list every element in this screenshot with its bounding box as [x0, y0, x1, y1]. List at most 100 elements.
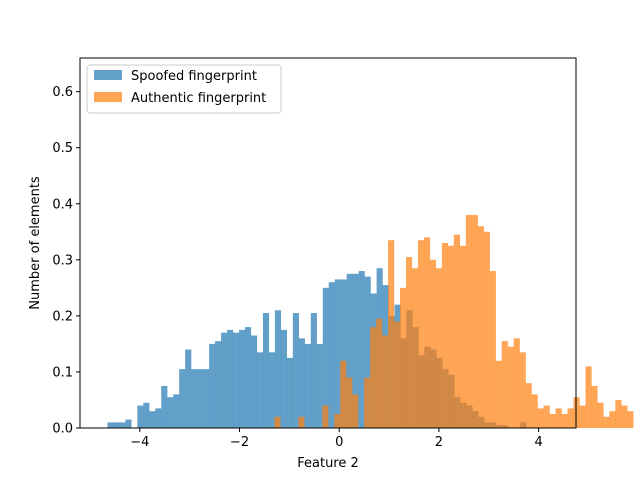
histogram-bar-spoofed [274, 310, 282, 428]
x-tick-label: 0 [335, 435, 343, 450]
histogram-bar-spoofed [280, 329, 288, 428]
histogram-bar-authentic [340, 360, 347, 428]
histogram-bar-spoofed [328, 282, 335, 428]
histogram-bar-authentic [364, 377, 371, 428]
histogram-bar-authentic [406, 257, 413, 428]
histogram-bar-spoofed [119, 422, 126, 428]
histogram-bar-authentic [537, 408, 544, 428]
histogram-bar-authentic [388, 240, 395, 428]
histogram-bar-authentic [519, 352, 526, 428]
histogram-bar-authentic [346, 377, 353, 428]
histogram-bar-authentic [477, 226, 484, 428]
y-axis-ticks: 0.0 0.1 0.2 0.3 0.4 0.5 0.6 [52, 85, 80, 437]
histogram-bar-spoofed [125, 419, 132, 428]
histogram-bar-authentic [621, 405, 628, 428]
histogram-bar-authentic [483, 231, 490, 428]
histogram-bar-spoofed [161, 385, 168, 428]
histogram-bar-spoofed [155, 408, 162, 428]
histogram-bar-spoofed [185, 349, 192, 428]
histogram-bar-authentic [417, 240, 425, 428]
histogram-bar-authentic [585, 366, 592, 428]
histogram-bar-authentic [465, 214, 472, 428]
histogram-bar-spoofed [137, 405, 144, 428]
legend-label-authentic: Authentic fingerprint [131, 91, 266, 106]
histogram-bar-authentic [507, 346, 514, 428]
legend-label-spoofed: Spoofed fingerprint [131, 69, 257, 84]
histogram-bar-spoofed [113, 422, 120, 428]
histogram-bar-spoofed [250, 335, 258, 428]
histogram-bar-authentic [567, 408, 574, 428]
histogram-bar-authentic [549, 413, 556, 428]
histogram-bar-authentic [531, 394, 538, 428]
x-tick-label: 2 [435, 435, 443, 450]
legend-swatch-spoofed [94, 70, 122, 80]
histogram-bar-authentic [298, 416, 305, 428]
histogram-bar-authentic [441, 243, 449, 428]
histogram-bar-spoofed [167, 397, 174, 428]
histogram-bar-authentic [603, 416, 610, 428]
histogram-bar-spoofed [292, 313, 299, 428]
histogram-bar-authentic [555, 408, 562, 428]
histogram-bar-spoofed [268, 352, 276, 428]
histogram-bar-spoofed [227, 329, 234, 428]
histogram-bar-authentic [525, 383, 532, 428]
histogram-bar-authentic [615, 399, 622, 428]
histogram-bar-spoofed [298, 338, 305, 428]
histogram-bar-authentic [400, 287, 407, 428]
y-tick-label: 0.5 [52, 141, 73, 156]
histogram-bar-spoofed [239, 329, 246, 428]
histogram-bar-authentic [543, 405, 550, 428]
histogram-bar-authentic [489, 271, 496, 428]
histogram-bar-spoofed [256, 352, 264, 428]
plot-area-frame [79, 57, 577, 429]
histogram-bar-authentic [609, 411, 616, 428]
histogram-bar-spoofed [334, 279, 341, 428]
histogram-bar-authentic [627, 411, 634, 428]
histogram-bar-authentic [352, 394, 359, 428]
histogram-bar-authentic [447, 245, 455, 428]
histogram-bar-authentic [429, 259, 437, 428]
histogram-bar-authentic [459, 245, 466, 428]
histogram-bar-authentic [561, 413, 568, 428]
histogram-bar-spoofed [107, 422, 114, 428]
histogram-bar-spoofed [191, 369, 198, 428]
histogram-bar-authentic [370, 327, 377, 428]
y-tick-label: 0.2 [52, 309, 73, 324]
histogram-bar-authentic [495, 360, 502, 428]
histogram-bar-spoofed [358, 271, 365, 428]
histogram-bar-authentic [513, 338, 520, 428]
histogram-bar-authentic [435, 268, 443, 428]
legend-swatch-authentic [94, 92, 122, 102]
histogram-bar-spoofed [262, 313, 270, 428]
histogram-bar-spoofed [203, 369, 210, 428]
y-tick-label: 0.0 [52, 422, 73, 437]
histogram-bar-spoofed [143, 402, 150, 428]
histogram-bar-authentic [394, 321, 401, 428]
y-tick-label: 0.3 [52, 253, 73, 268]
histogram-bar-authentic [412, 268, 419, 428]
histogram-bar-spoofed [316, 343, 323, 428]
x-tick-label: −2 [230, 435, 249, 450]
histogram-bar-spoofed [286, 357, 293, 428]
histogram-bar-authentic [376, 318, 383, 428]
histogram-bar-authentic [501, 341, 508, 428]
histogram-bar-spoofed [209, 343, 216, 428]
histogram-bar-authentic [471, 214, 478, 428]
histogram-bar-spoofed [173, 394, 180, 428]
y-axis-label: Number of elements [28, 176, 43, 310]
x-axis-label: Feature 2 [297, 456, 359, 471]
histogram-bar-spoofed [221, 332, 228, 428]
y-tick-label: 0.1 [52, 365, 73, 380]
histogram-bar-authentic [382, 335, 389, 428]
histogram-bar-authentic [579, 405, 586, 428]
histogram-bar-spoofed [215, 341, 222, 428]
histogram-bars [107, 214, 634, 428]
histogram-bar-spoofed [233, 332, 240, 428]
histogram-bar-spoofed [352, 273, 359, 428]
y-tick-label: 0.4 [52, 197, 73, 212]
histogram-bar-authentic [334, 413, 341, 428]
histogram-bar-spoofed [346, 273, 353, 428]
legend: Spoofed fingerprint Authentic fingerprin… [86, 64, 282, 114]
histogram-bar-spoofed [179, 369, 186, 428]
